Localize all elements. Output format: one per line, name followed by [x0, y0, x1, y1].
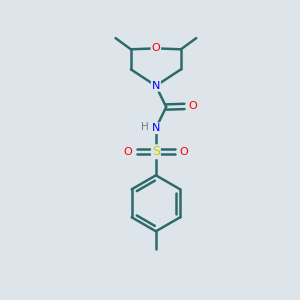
- Text: O: O: [188, 101, 197, 111]
- Text: N: N: [152, 123, 160, 133]
- Text: N: N: [152, 81, 160, 91]
- Text: H: H: [141, 122, 148, 132]
- Text: O: O: [152, 44, 160, 53]
- Text: S: S: [152, 145, 160, 158]
- Text: O: O: [179, 147, 188, 157]
- Text: O: O: [124, 147, 132, 157]
